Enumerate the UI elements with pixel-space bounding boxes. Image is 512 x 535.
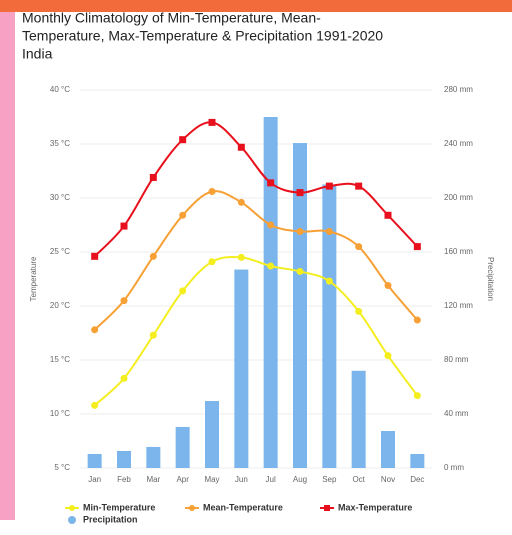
legend-label: Precipitation bbox=[83, 514, 138, 524]
x-tick-label: Jun bbox=[235, 475, 248, 484]
bar bbox=[146, 446, 161, 468]
chart-title: Monthly Climatology of Min-Temperature, … bbox=[22, 10, 321, 26]
legend-label: Min-Temperature bbox=[83, 502, 155, 512]
y2-tick-label: 280 mm bbox=[444, 85, 473, 94]
point bbox=[384, 211, 392, 219]
point bbox=[208, 118, 216, 126]
top-bar bbox=[0, 0, 512, 12]
chart-title: Temperature, Max-Temperature & Precipita… bbox=[22, 28, 383, 44]
legend-marker bbox=[69, 505, 75, 511]
bar bbox=[175, 426, 190, 468]
point bbox=[237, 143, 245, 151]
point bbox=[91, 326, 99, 334]
bar bbox=[117, 450, 131, 468]
y2-tick-label: 40 mm bbox=[444, 409, 469, 418]
y-tick-label: 5 °C bbox=[54, 463, 70, 472]
legend-marker bbox=[189, 505, 195, 511]
y2-tick-label: 200 mm bbox=[444, 193, 473, 202]
side-bar bbox=[0, 12, 15, 520]
point bbox=[413, 243, 421, 251]
point bbox=[91, 401, 99, 409]
point bbox=[267, 262, 275, 270]
point bbox=[325, 182, 333, 190]
x-tick-label: Dec bbox=[410, 475, 424, 484]
bar bbox=[205, 401, 219, 468]
point bbox=[355, 307, 363, 315]
point bbox=[149, 252, 157, 260]
y-tick-label: 35 °C bbox=[50, 139, 70, 148]
bar bbox=[87, 453, 102, 468]
point bbox=[91, 252, 99, 260]
point bbox=[296, 267, 304, 275]
bar bbox=[351, 370, 366, 468]
point bbox=[355, 243, 363, 251]
point bbox=[120, 222, 128, 230]
x-tick-label: Jul bbox=[266, 475, 276, 484]
point bbox=[120, 297, 128, 305]
bar bbox=[410, 453, 425, 468]
line bbox=[93, 190, 419, 331]
point bbox=[384, 281, 392, 289]
point bbox=[267, 221, 275, 229]
y-tick-label: 10 °C bbox=[50, 409, 70, 418]
point bbox=[296, 227, 304, 235]
x-tick-label: Aug bbox=[293, 475, 307, 484]
chart-subtitle: India bbox=[22, 46, 53, 62]
point bbox=[384, 352, 392, 360]
point bbox=[179, 211, 187, 219]
y2-tick-label: 0 mm bbox=[444, 463, 464, 472]
point bbox=[149, 331, 157, 339]
point bbox=[179, 287, 187, 295]
x-tick-label: Sep bbox=[322, 475, 337, 484]
y-tick-label: 25 °C bbox=[50, 247, 70, 256]
y2-axis-title: Precipitation bbox=[486, 257, 495, 301]
point bbox=[208, 258, 216, 266]
point bbox=[237, 253, 245, 261]
line bbox=[93, 255, 419, 407]
point bbox=[149, 173, 157, 181]
bar bbox=[293, 143, 307, 468]
point bbox=[237, 198, 245, 206]
x-tick-label: Mar bbox=[146, 475, 160, 484]
y2-tick-label: 80 mm bbox=[444, 355, 469, 364]
x-tick-label: Feb bbox=[117, 475, 131, 484]
y-axis-title: Temperature bbox=[29, 256, 38, 301]
line bbox=[93, 121, 419, 258]
legend-marker bbox=[324, 505, 330, 511]
y-tick-label: 20 °C bbox=[50, 301, 70, 310]
legend-label: Mean-Temperature bbox=[203, 502, 283, 512]
x-tick-label: Apr bbox=[176, 475, 189, 484]
x-tick-label: Jan bbox=[88, 475, 101, 484]
point bbox=[325, 227, 333, 235]
y-tick-label: 40 °C bbox=[50, 85, 70, 94]
point bbox=[413, 392, 421, 400]
y-tick-label: 15 °C bbox=[50, 355, 70, 364]
point bbox=[208, 188, 216, 196]
point bbox=[413, 316, 421, 324]
y-tick-label: 30 °C bbox=[50, 193, 70, 202]
y2-tick-label: 120 mm bbox=[444, 301, 473, 310]
y2-tick-label: 240 mm bbox=[444, 139, 473, 148]
x-tick-label: May bbox=[204, 475, 219, 484]
x-tick-label: Oct bbox=[352, 475, 365, 484]
y2-tick-label: 160 mm bbox=[444, 247, 473, 256]
point bbox=[355, 182, 363, 190]
legend-label: Max-Temperature bbox=[338, 502, 412, 512]
point bbox=[120, 374, 128, 382]
bar bbox=[322, 184, 337, 468]
bar bbox=[381, 431, 395, 468]
point bbox=[267, 179, 275, 187]
point bbox=[325, 277, 333, 285]
point bbox=[296, 189, 304, 197]
x-tick-label: Nov bbox=[381, 475, 395, 484]
bar bbox=[263, 117, 278, 468]
bar bbox=[234, 269, 249, 468]
legend-marker bbox=[68, 516, 76, 524]
point bbox=[179, 136, 187, 144]
